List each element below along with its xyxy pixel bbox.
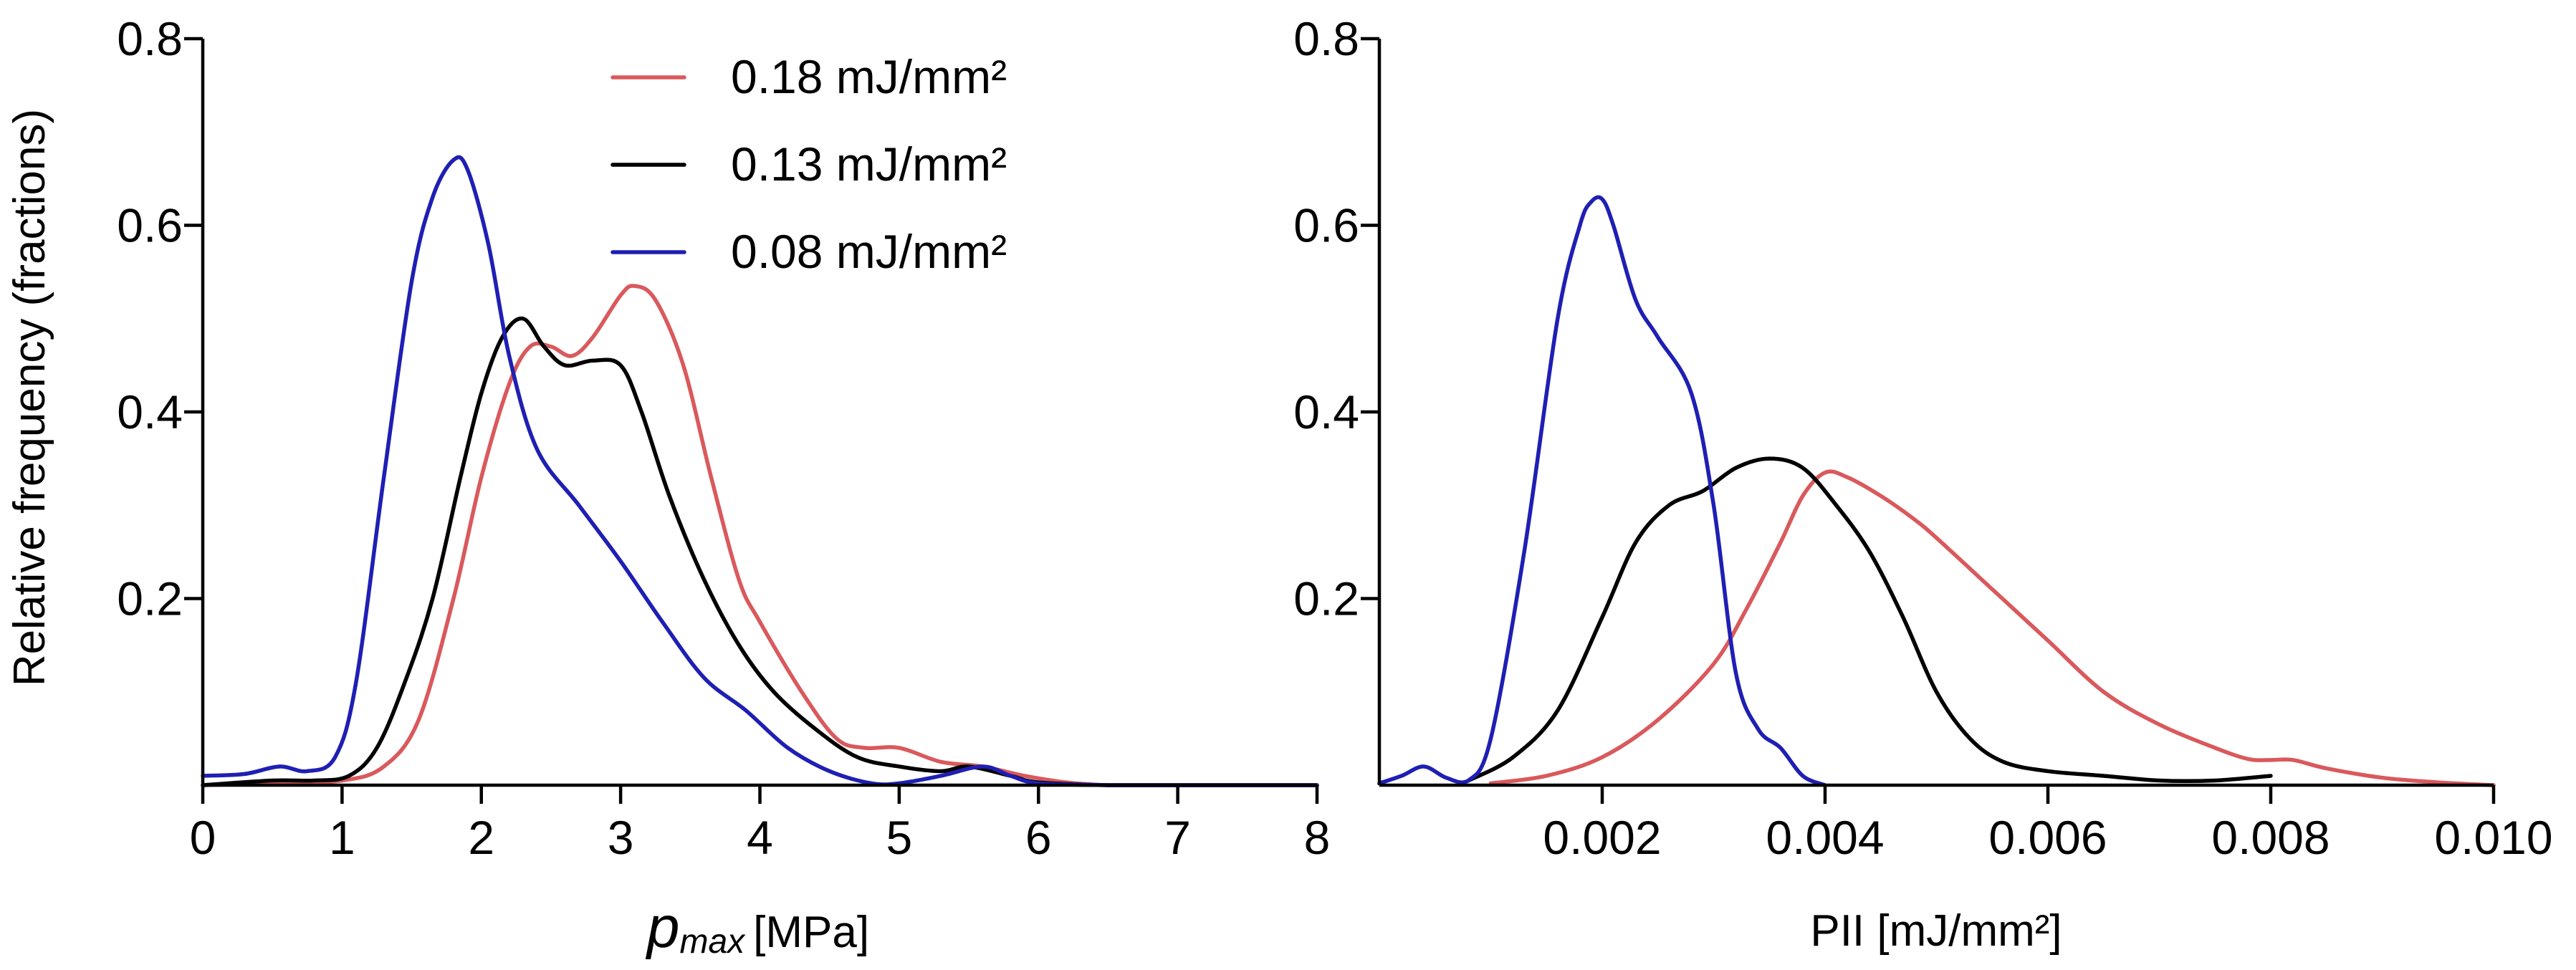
- legend: 0.18 mJ/mm² 0.13 mJ/mm² 0.08 mJ/mm²: [611, 50, 1007, 278]
- left-y-tick-label: 0.4: [117, 385, 183, 438]
- left-ticks-group: 0 1 2 3 4 5 6 7 8 0.2 0.4 0.6 0.8: [117, 12, 1330, 864]
- chart-right: 0.002 0.004 0.006 0.008 0.010 0.2 0.4 0.6 0.8 PI…: [1293, 12, 2552, 956]
- left-y-tick-label: 0.2: [117, 572, 183, 625]
- right-x-tick-label: 0.006: [1988, 811, 2107, 864]
- left-x-tick-label: 1: [329, 811, 355, 864]
- left-x-tick-label: 7: [1164, 811, 1191, 864]
- legend-item: 0.18 mJ/mm²: [611, 50, 1007, 103]
- left-series-line-2: [201, 155, 1319, 787]
- left-x-axis-subscript: max: [679, 923, 746, 961]
- left-x-tick-label: 6: [1025, 811, 1052, 864]
- right-y-tick-label: 0.4: [1293, 385, 1359, 438]
- left-series-group: [201, 155, 1319, 787]
- legend-item: 0.13 mJ/mm²: [611, 138, 1007, 191]
- left-x-axis-unit: [MPa]: [753, 908, 869, 957]
- left-x-axis-title: pmax [MPa]: [645, 895, 869, 961]
- right-x-axis-title: PII [mJ/mm²]: [1810, 906, 2062, 956]
- left-x-tick-label: 0: [190, 811, 216, 864]
- left-y-tick-label: 0.8: [117, 12, 183, 65]
- right-series-line-0: [1488, 469, 2496, 787]
- left-x-tick-label: 4: [747, 811, 773, 864]
- right-x-tick-label: 0.004: [1766, 811, 1884, 864]
- left-x-tick-label: 2: [468, 811, 494, 864]
- legend-label: 0.18 mJ/mm²: [731, 50, 1007, 103]
- right-x-tick-label: 0.010: [2434, 811, 2552, 864]
- left-x-tick-label: 3: [608, 811, 634, 864]
- legend-label: 0.08 mJ/mm²: [731, 225, 1007, 278]
- legend-label: 0.13 mJ/mm²: [731, 138, 1007, 191]
- right-series-line-2: [1377, 195, 1827, 787]
- left-series-line-0: [201, 284, 1319, 787]
- left-y-axis-title: Relative frequency (fractions): [5, 109, 54, 686]
- chart-left: Relative frequency (fractions) 0 1 2 3 4 5 6 7 8…: [5, 12, 1330, 961]
- left-y-tick-label: 0.6: [117, 199, 183, 252]
- right-x-tick-label: 0.002: [1543, 811, 1661, 864]
- right-x-tick-label: 0.008: [2211, 811, 2330, 864]
- right-y-tick-label: 0.6: [1293, 199, 1359, 252]
- right-series-line-1: [1466, 456, 2273, 784]
- right-series-group: [1377, 195, 2496, 787]
- right-y-tick-label: 0.2: [1293, 572, 1359, 625]
- left-x-tick-label: 5: [886, 811, 913, 864]
- right-ticks-group: 0.002 0.004 0.006 0.008 0.010 0.2 0.4 0.6 0.8: [1293, 12, 2552, 864]
- right-y-tick-label: 0.8: [1293, 12, 1359, 65]
- left-x-tick-label: 8: [1304, 811, 1331, 864]
- legend-item: 0.08 mJ/mm²: [611, 225, 1007, 278]
- left-x-axis-symbol: p: [645, 895, 680, 960]
- left-series-line-1: [201, 316, 1319, 787]
